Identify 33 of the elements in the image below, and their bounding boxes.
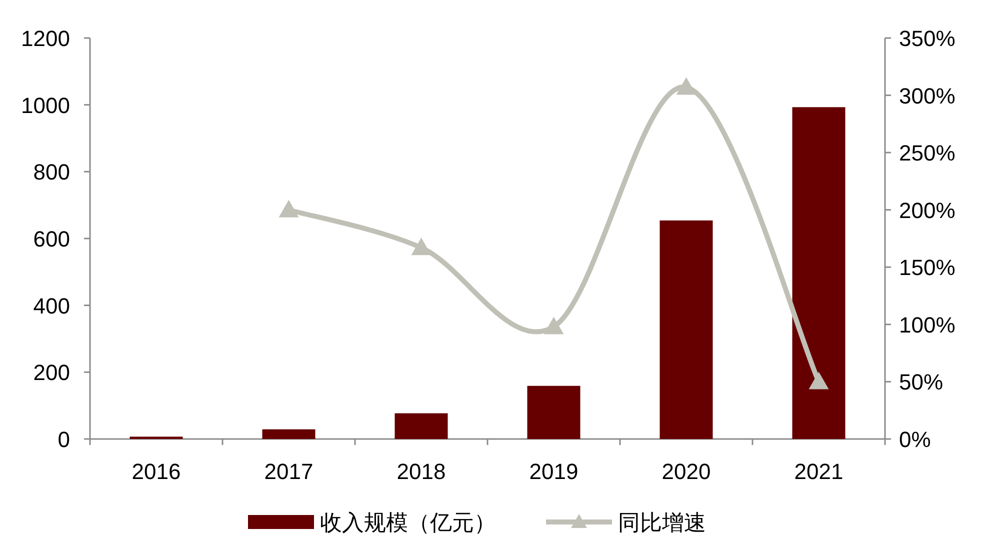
point bbox=[544, 316, 564, 334]
x-tick-label: 2017 bbox=[264, 459, 314, 484]
y-tick-label: 800 bbox=[33, 160, 70, 185]
y2-tick-label: 200% bbox=[899, 198, 956, 223]
x-tick-label: 2016 bbox=[132, 459, 181, 484]
x-tick-label: 2021 bbox=[794, 459, 844, 484]
x-tick-label: 2018 bbox=[396, 459, 446, 484]
point bbox=[411, 238, 432, 256]
bar bbox=[527, 386, 580, 439]
legend-label: 同比增速 bbox=[618, 510, 706, 535]
legend-label: 收入规模（亿元） bbox=[320, 510, 496, 535]
point bbox=[676, 77, 696, 95]
point bbox=[808, 372, 829, 390]
y-tick-label: 1200 bbox=[21, 26, 70, 51]
y2-tick-label: 0% bbox=[899, 427, 931, 452]
y2-tick-label: 50% bbox=[899, 370, 944, 395]
x-tick-label: 2020 bbox=[662, 459, 711, 484]
y-tick-label: 400 bbox=[33, 293, 70, 318]
x-tick-label: 2019 bbox=[529, 459, 578, 484]
y-tick-label: 600 bbox=[33, 226, 70, 252]
y2-tick-label: 150% bbox=[899, 255, 956, 280]
y2-tick-label: 250% bbox=[899, 140, 956, 166]
point bbox=[278, 200, 299, 218]
y-tick-label: 200 bbox=[33, 360, 70, 386]
y2-tick-label: 350% bbox=[899, 26, 956, 51]
y2-tick-label: 100% bbox=[899, 312, 956, 338]
bar bbox=[394, 413, 448, 439]
y-tick-label: 1000 bbox=[21, 92, 70, 118]
bar bbox=[262, 429, 316, 439]
bar bbox=[660, 220, 713, 439]
y2-tick-label: 300% bbox=[899, 83, 956, 108]
y-tick-label: 0 bbox=[58, 427, 70, 452]
bar bbox=[792, 107, 846, 439]
